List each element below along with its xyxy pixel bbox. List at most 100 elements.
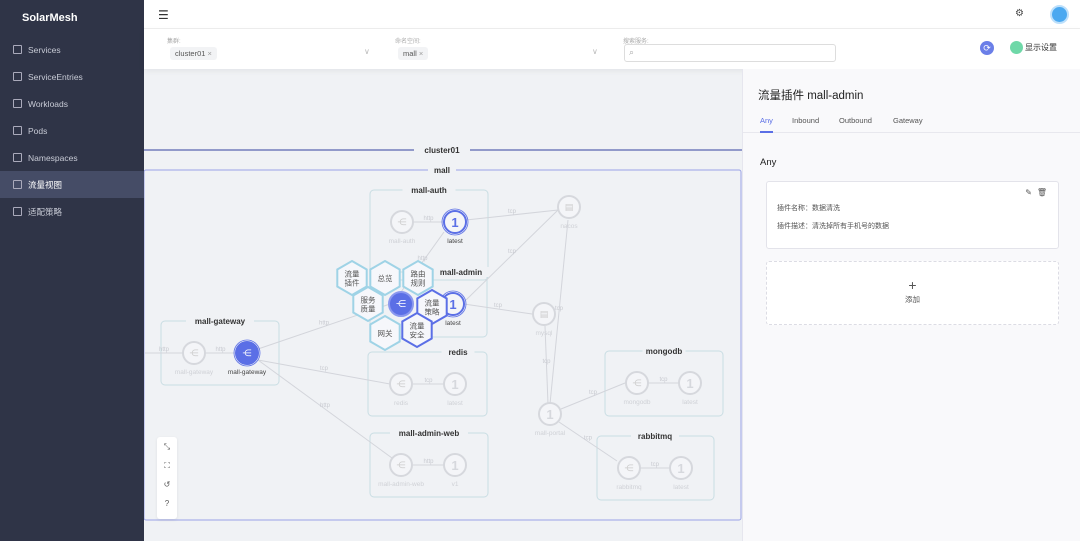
edge-label: tcp [659,377,668,383]
add-label: 添加 [905,295,920,304]
version-node[interactable] [678,371,702,395]
version-number: 1 [451,215,458,230]
svc-icon: ⋲ [625,463,634,473]
remove-tag-icon[interactable]: × [418,49,424,58]
hex-menu-item[interactable] [369,259,401,297]
tab-inbound[interactable]: Inbound [792,116,820,125]
node-label: mysql [536,330,554,337]
version-node[interactable] [538,402,562,426]
hex-menu-label: 总览 [378,273,393,283]
entry-icon [13,72,22,81]
add-plugin-button[interactable]: + 添加 [766,261,1059,325]
service-node[interactable] [389,453,413,477]
group-label-bg [186,316,254,326]
bar-chart-icon [13,180,22,189]
avatar[interactable] [1050,5,1069,24]
refresh-button[interactable]: ⟳ [980,41,994,55]
display-settings-button[interactable]: 显示设置 [1010,41,1057,54]
node-label: redis [394,400,409,407]
version-node[interactable] [443,372,467,396]
group-label: rabbitmq [638,432,672,441]
node-label: latest [447,400,463,407]
top-header: ☰ ⚙ [144,0,1080,29]
remove-tag-icon[interactable]: × [207,49,212,58]
group-label: redis [448,348,468,357]
chevron-down-icon[interactable]: ∨ [592,47,598,56]
namespace-value: mall [403,49,417,58]
search-label: 搜索服务: [623,39,649,45]
hex-menu-item[interactable] [352,285,384,323]
edge-label: tcp [584,436,593,442]
version-node[interactable] [443,210,467,234]
tab-gateway[interactable]: Gateway [893,116,923,125]
tab-outbound[interactable]: Outbound [839,116,872,125]
node-ring [233,339,261,367]
hex-menu-label: 安全 [410,330,425,340]
sidebar-item-4[interactable]: Namespaces [0,144,144,171]
node-label: mall-auth [389,238,416,245]
sidebar-item-0[interactable]: Services [0,36,144,63]
edge-label: tcp [589,390,598,396]
service-node[interactable] [389,372,413,396]
tab-any[interactable]: Any [760,116,773,133]
settings-icon[interactable]: ⚙ [1015,8,1024,19]
edge-label: http [319,321,330,327]
hex-menu-item[interactable] [369,314,401,352]
service-node[interactable] [390,210,414,234]
collapse-menu-icon[interactable]: ☰ [158,8,169,22]
group-label: mall-admin-web [399,429,460,438]
edge-label: tcp [651,462,660,468]
service-node[interactable] [617,456,641,480]
panel-title: 流量插件 mall-admin [758,90,864,102]
service-node[interactable] [557,195,581,219]
node-label: latest [445,320,461,327]
edge [549,219,569,405]
sidebar-item-3[interactable]: Pods [0,117,144,144]
namespace-tag[interactable]: mall × [398,47,429,60]
topology-graph[interactable]: cluster01 mall mall-auth mall-admin mall-gat… [144,69,742,541]
service-node[interactable] [625,371,649,395]
sidebar-item-1[interactable]: ServiceEntries [0,63,144,90]
group-label-bg [642,346,686,356]
group-label: mall-gateway [195,317,246,326]
namespace-icon [13,153,22,162]
version-node[interactable] [669,456,693,480]
sidebar-item-label: 流量视图 [28,179,63,190]
topology-canvas[interactable]: cluster01 mall mall-auth mall-admin mall-gat… [144,69,742,541]
sidebar-item-label: Namespaces [28,152,78,163]
edge [463,303,533,315]
reset-icon[interactable]: ↺ [163,480,171,489]
group-label-bg [402,185,456,195]
cluster-label-bg [414,144,470,156]
group-box [367,351,488,417]
service-node[interactable] [235,341,259,365]
db-icon: ▤ [540,309,549,319]
search-input[interactable]: ⌕ [624,44,836,62]
node-label: latest [673,484,689,491]
svc-icon: ⋲ [243,348,252,358]
service-node[interactable] [182,341,206,365]
fullscreen-icon[interactable]: ⛶ [164,461,170,470]
svc-icon: ⋲ [190,348,199,358]
chevron-down-icon[interactable]: ∨ [364,47,370,56]
service-node[interactable] [532,302,556,326]
sidebar-item-6[interactable]: 适配策略 [0,198,144,225]
cluster-tag[interactable]: cluster01 × [170,47,217,60]
node-label: latest [682,399,698,406]
help-icon[interactable]: ? [164,499,170,508]
selected-service-node[interactable] [388,291,414,317]
sidebar-item-5[interactable]: 流量视图 [0,171,144,198]
version-node[interactable] [443,453,467,477]
svc-icon: ⋲ [397,460,406,470]
hex-menu-item[interactable] [401,311,433,349]
graph-toolbar: ⤡ ⛶ ↺ ? [157,437,177,519]
hex-menu-item[interactable] [402,259,434,297]
sidebar-item-2[interactable]: Workloads [0,90,144,117]
hex-menu-label: 流量 [410,321,425,331]
hex-menu-item[interactable] [336,259,368,297]
delete-icon[interactable]: 🗑 [1036,188,1047,197]
edit-icon[interactable]: ✎ [1025,188,1032,197]
node-label: mall-gateway [175,369,214,376]
edge [465,209,559,221]
fit-icon[interactable]: ⤡ [163,442,171,451]
